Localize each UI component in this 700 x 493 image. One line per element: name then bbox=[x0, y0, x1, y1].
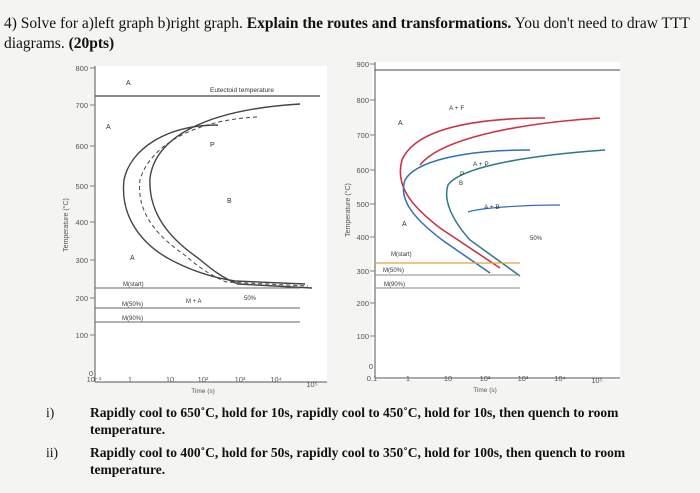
left-y-tick: 0 bbox=[89, 369, 93, 378]
right-x-axis-label: Time (s) bbox=[473, 387, 497, 394]
left-x-tick: 10² bbox=[198, 375, 209, 384]
right-x-tick: 0.1 bbox=[367, 374, 377, 383]
left-label-b: B bbox=[227, 198, 232, 205]
red-curve-2 bbox=[419, 117, 601, 166]
left-label-a-left: A bbox=[106, 124, 111, 131]
left-x-tick: 10³ bbox=[235, 375, 246, 384]
header-prefix: 4) Solve for a)left graph b)right graph. bbox=[4, 15, 247, 32]
right-x-tick: 10² bbox=[480, 374, 491, 383]
right-y-tick: 500 bbox=[356, 200, 369, 209]
red-curve bbox=[399, 117, 546, 269]
left-y-tick: 200 bbox=[75, 294, 88, 303]
header-suffix: You don't need to draw TTT diagrams. bbox=[4, 15, 690, 52]
right-y-tick: 600 bbox=[356, 166, 369, 175]
left-y-tick: 600 bbox=[75, 142, 88, 151]
left-y-tick: 500 bbox=[75, 182, 88, 191]
left-label-a-lower: A bbox=[130, 255, 135, 262]
right-x-tick: 10 bbox=[444, 374, 452, 383]
header-points: (20pts) bbox=[68, 35, 115, 52]
left-label-m50: M(50%) bbox=[122, 302, 143, 308]
right-y-tick: 800 bbox=[356, 96, 369, 105]
right-label-p: P bbox=[460, 171, 464, 178]
right-y-tick: 200 bbox=[356, 299, 369, 308]
blue-curve bbox=[402, 149, 531, 274]
right-x-tick: 1 bbox=[406, 374, 410, 383]
left-label-a-top: A bbox=[126, 80, 131, 87]
left-50pct-curve bbox=[139, 116, 309, 287]
left-start-curve bbox=[122, 124, 306, 285]
right-label-ap: A + P bbox=[473, 161, 489, 168]
right-label-b: B bbox=[459, 181, 463, 187]
right-label-a-mid: A bbox=[402, 221, 407, 228]
right-label-50pct: 50% bbox=[530, 236, 543, 242]
left-finish-curve bbox=[149, 103, 313, 289]
problem-header: 4) Solve for a)left graph b)right graph.… bbox=[4, 14, 694, 54]
right-y-axis-label: Temperature (°C) bbox=[344, 183, 352, 237]
left-y-tick: 100 bbox=[75, 331, 88, 340]
right-y-tick: 700 bbox=[356, 131, 369, 140]
right-label-mstart: M(start) bbox=[391, 252, 412, 258]
right-plot-area bbox=[372, 62, 620, 380]
left-label-ma: M + A bbox=[186, 299, 202, 305]
left-y-tick: 700 bbox=[75, 101, 88, 110]
left-label-m90: M(90%) bbox=[122, 316, 143, 322]
question-text: Rapidly cool to 650˚C, hold for 10s, rap… bbox=[90, 405, 619, 437]
right-label-a-top: A bbox=[398, 120, 403, 127]
left-y-tick: 800 bbox=[75, 64, 88, 73]
right-label-af: A + F bbox=[449, 105, 464, 112]
left-plot-area bbox=[95, 66, 327, 382]
question-number: ii) bbox=[46, 445, 58, 460]
right-y-tick: 0 bbox=[369, 362, 373, 371]
right-y-tick: 900 bbox=[356, 60, 369, 69]
left-x-tick: 1 bbox=[128, 375, 132, 384]
left-label-50pct: 50% bbox=[244, 296, 257, 302]
right-label-ab: A + B bbox=[484, 204, 500, 211]
question-text: Rapidly cool to 400˚C, hold for 50s, rap… bbox=[90, 445, 626, 477]
left-x-tick: 10 bbox=[166, 375, 174, 384]
left-label-eutectoid: Eutectoid temperature bbox=[210, 87, 274, 94]
left-y-tick: 400 bbox=[75, 218, 88, 227]
left-y-axis-label: Temperature (°C) bbox=[62, 198, 70, 252]
right-y-tick: 100 bbox=[356, 332, 369, 341]
left-ttt-graph: 800 700 600 500 400 300 200 100 0 Temper… bbox=[62, 64, 327, 395]
right-x-tick: 10³ bbox=[518, 374, 529, 383]
left-x-tick: 10⁴ bbox=[270, 375, 282, 384]
left-x-tick: 10⁵ bbox=[306, 380, 317, 389]
left-label-mstart: M(start) bbox=[123, 282, 144, 288]
left-y-tick: 300 bbox=[75, 256, 88, 265]
right-x-tick: 10⁴ bbox=[554, 374, 566, 383]
left-x-tick: 10⁻¹ bbox=[87, 375, 102, 384]
right-label-m90: M(90%) bbox=[384, 282, 405, 288]
right-ttt-graph: 900 800 700 600 500 400 300 200 100 0 Te… bbox=[344, 60, 620, 394]
left-label-p: P bbox=[210, 142, 215, 149]
header-bold: Explain the routes and transformations. bbox=[246, 15, 512, 32]
left-x-axis-label: Time (s) bbox=[191, 388, 215, 395]
teal-curve bbox=[445, 149, 606, 277]
right-label-m50: M(50%) bbox=[383, 268, 404, 274]
right-y-tick: 400 bbox=[356, 233, 369, 242]
right-x-tick: 10⁵ bbox=[591, 376, 602, 385]
blue-bainite-branch bbox=[467, 204, 561, 213]
right-y-tick: 300 bbox=[356, 267, 369, 276]
question-number: i) bbox=[46, 405, 55, 420]
